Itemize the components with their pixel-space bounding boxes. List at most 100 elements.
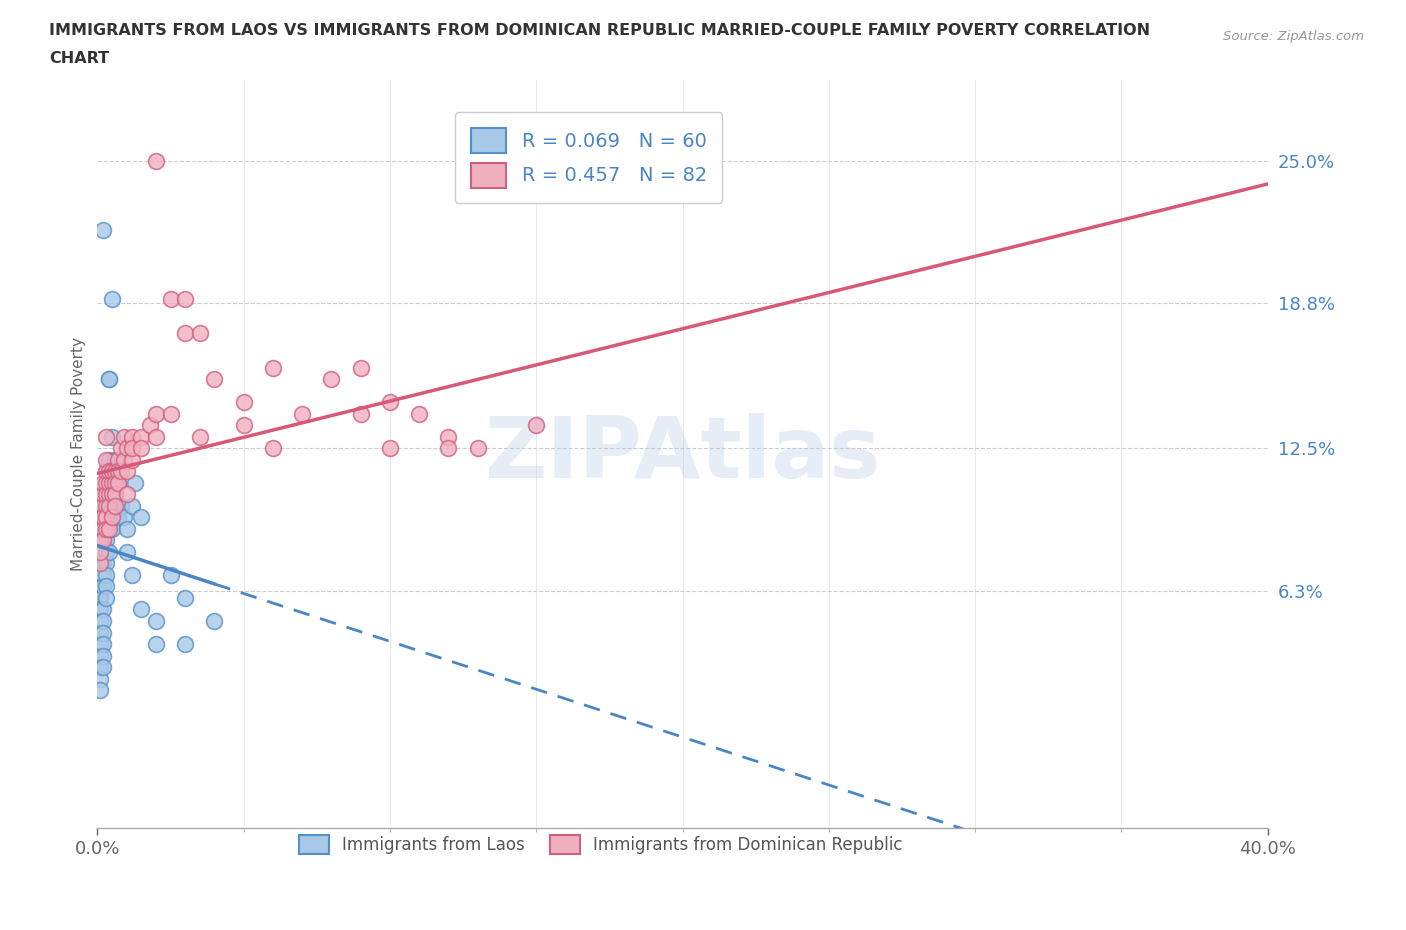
Point	[98, 498, 121, 513]
Point	[94, 567, 117, 582]
Point	[89, 625, 111, 640]
Point	[98, 464, 121, 479]
Point	[112, 510, 135, 525]
Point	[91, 510, 114, 525]
Point	[98, 522, 121, 537]
Point	[98, 522, 121, 537]
Point	[101, 430, 124, 445]
Point	[91, 602, 114, 617]
Point	[94, 487, 117, 502]
Point	[437, 430, 460, 445]
Point	[98, 372, 121, 387]
Point	[94, 510, 117, 525]
Point	[129, 602, 152, 617]
Point	[94, 533, 117, 548]
Point	[91, 533, 114, 548]
Point	[89, 556, 111, 571]
Point	[107, 510, 129, 525]
Point	[202, 614, 225, 629]
Point	[104, 487, 127, 502]
Point	[89, 584, 111, 599]
Point	[91, 533, 114, 548]
Point	[202, 372, 225, 387]
Point	[112, 430, 135, 445]
Point	[94, 544, 117, 559]
Point	[91, 614, 114, 629]
Point	[91, 579, 114, 594]
Text: ZIPAtlas: ZIPAtlas	[484, 413, 882, 496]
Point	[89, 614, 111, 629]
Point	[129, 510, 152, 525]
Point	[467, 441, 489, 456]
Point	[115, 441, 138, 456]
Point	[94, 475, 117, 490]
Point	[145, 406, 167, 421]
Point	[98, 452, 121, 467]
Point	[89, 602, 111, 617]
Point	[98, 544, 121, 559]
Point	[145, 430, 167, 445]
Point	[188, 326, 211, 340]
Point	[91, 636, 114, 651]
Point	[110, 441, 132, 456]
Point	[121, 441, 143, 456]
Point	[145, 153, 167, 168]
Point	[408, 406, 430, 421]
Text: Source: ZipAtlas.com: Source: ZipAtlas.com	[1223, 30, 1364, 43]
Point	[112, 452, 135, 467]
Point	[91, 498, 114, 513]
Point	[115, 464, 138, 479]
Point	[139, 418, 162, 432]
Point	[350, 360, 373, 375]
Point	[104, 487, 127, 502]
Point	[124, 475, 146, 490]
Point	[110, 464, 132, 479]
Point	[101, 510, 124, 525]
Point	[89, 510, 111, 525]
Text: CHART: CHART	[49, 51, 110, 66]
Point	[91, 487, 114, 502]
Y-axis label: Married-Couple Family Poverty: Married-Couple Family Poverty	[72, 337, 86, 571]
Point	[101, 522, 124, 537]
Point	[101, 464, 124, 479]
Point	[110, 498, 132, 513]
Point	[524, 418, 547, 432]
Point	[98, 475, 121, 490]
Point	[94, 430, 117, 445]
Point	[262, 360, 284, 375]
Point	[437, 441, 460, 456]
Point	[91, 567, 114, 582]
Point	[91, 625, 114, 640]
Point	[101, 498, 124, 513]
Point	[94, 498, 117, 513]
Point	[115, 487, 138, 502]
Point	[91, 222, 114, 237]
Point	[98, 487, 121, 502]
Point	[89, 533, 111, 548]
Point	[174, 326, 197, 340]
Point	[321, 372, 343, 387]
Point	[115, 544, 138, 559]
Point	[91, 510, 114, 525]
Point	[107, 475, 129, 490]
Point	[98, 372, 121, 387]
Point	[98, 498, 121, 513]
Point	[107, 464, 129, 479]
Point	[378, 395, 401, 410]
Legend: Immigrants from Laos, Immigrants from Dominican Republic: Immigrants from Laos, Immigrants from Do…	[292, 829, 910, 861]
Point	[98, 475, 121, 490]
Point	[89, 591, 111, 605]
Point	[89, 648, 111, 663]
Point	[121, 567, 143, 582]
Point	[121, 498, 143, 513]
Point	[89, 522, 111, 537]
Point	[145, 614, 167, 629]
Point	[94, 579, 117, 594]
Point	[101, 475, 124, 490]
Point	[159, 291, 181, 306]
Point	[262, 441, 284, 456]
Point	[350, 406, 373, 421]
Point	[104, 510, 127, 525]
Point	[94, 522, 117, 537]
Point	[145, 636, 167, 651]
